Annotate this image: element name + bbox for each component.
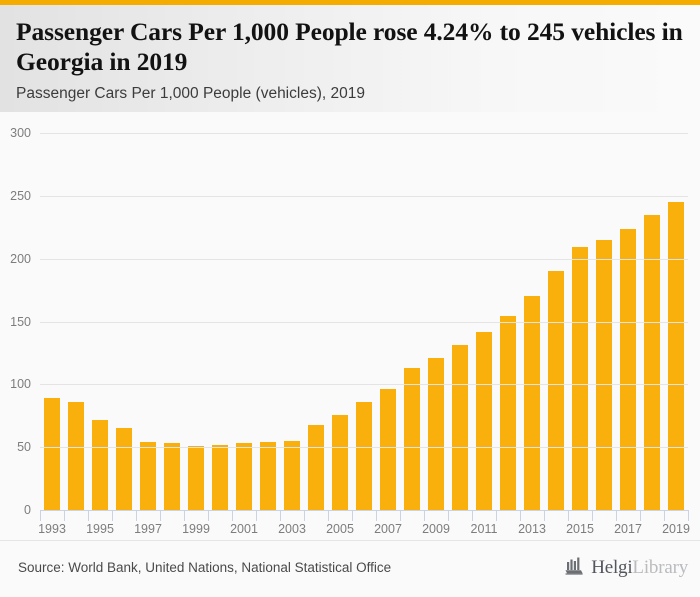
x-axis-tick-label: 2001: [230, 522, 258, 536]
y-axis-tick-label: 150: [10, 314, 31, 329]
x-axis-tick: [352, 510, 353, 521]
x-axis-tick: [136, 510, 137, 521]
bar[interactable]: [356, 401, 372, 510]
chart-header: Passenger Cars Per 1,000 People rose 4.2…: [0, 5, 700, 112]
top-accent-bar: [0, 0, 700, 5]
brand-secondary: Library: [632, 556, 688, 578]
y-axis-tick-label: 300: [10, 126, 31, 140]
x-axis-tick: [424, 510, 425, 521]
bar[interactable]: [620, 228, 636, 510]
bar[interactable]: [44, 398, 60, 510]
x-axis-tick: [232, 510, 233, 521]
x-axis-tick-label: 2011: [470, 522, 498, 536]
brand-text: HelgiLibrary: [591, 556, 688, 578]
x-axis-tick: [592, 510, 593, 521]
x-axis-tick-label: 2009: [422, 522, 450, 536]
x-axis-tick-label: 1993: [38, 522, 66, 536]
bar[interactable]: [236, 443, 252, 510]
source-note: Source: World Bank, United Nations, Nati…: [18, 560, 392, 575]
x-axis-tick: [64, 510, 65, 521]
x-axis-tick: [520, 510, 521, 521]
bar[interactable]: [212, 444, 228, 510]
bar[interactable]: [428, 357, 444, 510]
bar[interactable]: [596, 239, 612, 510]
bar-series: [40, 133, 688, 510]
x-axis-tick: [472, 510, 473, 521]
x-axis-tick-label: 2015: [566, 522, 594, 536]
x-axis-tick-label: 1997: [134, 522, 162, 536]
x-axis-tick: [184, 510, 185, 521]
bar[interactable]: [524, 296, 540, 510]
bar[interactable]: [500, 316, 516, 510]
bar[interactable]: [332, 414, 348, 510]
x-axis-tick: [616, 510, 617, 521]
y-axis-tick-label: 100: [10, 377, 31, 392]
x-axis-tick: [256, 510, 257, 521]
brand-logo[interactable]: HelgiLibrary: [564, 555, 688, 580]
x-axis-tick: [328, 510, 329, 521]
gridline: [40, 133, 688, 134]
bar[interactable]: [668, 202, 684, 510]
x-axis-tick-label: 1999: [182, 522, 210, 536]
page-title: Passenger Cars Per 1,000 People rose 4.2…: [16, 17, 683, 76]
bar[interactable]: [260, 442, 276, 510]
x-axis-tick-label: 2019: [662, 522, 690, 536]
bar[interactable]: [68, 401, 84, 510]
y-axis-tick-label: 0: [24, 503, 31, 517]
x-axis-tick: [40, 510, 41, 521]
x-axis-tick: [664, 510, 665, 521]
x-axis-tick-label: 2003: [278, 522, 306, 536]
bar[interactable]: [92, 419, 108, 510]
x-axis-tick-label: 2013: [518, 522, 546, 536]
bar[interactable]: [572, 247, 588, 510]
gridline: [40, 259, 688, 260]
gridline: [40, 322, 688, 323]
brand-primary: Helgi: [591, 556, 633, 578]
gridline: [40, 196, 688, 197]
x-axis-line: [40, 510, 688, 511]
x-axis-tick: [376, 510, 377, 521]
bar[interactable]: [116, 428, 132, 510]
chart-footer: Source: World Bank, United Nations, Nati…: [0, 540, 700, 597]
x-axis-tick-label: 2017: [614, 522, 642, 536]
x-axis-tick: [568, 510, 569, 521]
x-axis-tick: [304, 510, 305, 521]
bar[interactable]: [548, 271, 564, 510]
x-axis-tick: [688, 510, 689, 521]
bar[interactable]: [476, 331, 492, 510]
x-axis-tick-label: 1995: [86, 522, 114, 536]
x-axis-tick-label: 2007: [374, 522, 402, 536]
plot-wrapper: 0 50 100 150 200 250 300 1993 1995 1997 1999 2001 2…: [0, 112, 700, 540]
x-axis-tick: [88, 510, 89, 521]
plot-area: [40, 133, 688, 510]
bar[interactable]: [452, 345, 468, 510]
x-axis-tick: [112, 510, 113, 521]
y-axis-tick-label: 50: [17, 440, 31, 455]
bar[interactable]: [188, 445, 204, 510]
bar[interactable]: [644, 214, 660, 510]
x-axis-tick: [448, 510, 449, 521]
bar[interactable]: [284, 440, 300, 510]
bar[interactable]: [380, 389, 396, 510]
x-axis-tick: [544, 510, 545, 521]
x-axis-tick: [496, 510, 497, 521]
x-axis-tick: [208, 510, 209, 521]
gridline: [40, 447, 688, 448]
bar[interactable]: [308, 424, 324, 510]
x-axis-tick: [280, 510, 281, 521]
y-axis-tick-label: 200: [10, 251, 31, 266]
x-axis-tick: [400, 510, 401, 521]
bar[interactable]: [404, 368, 420, 510]
y-axis-tick-label: 250: [10, 188, 31, 203]
x-axis-tick-label: 2005: [326, 522, 354, 536]
bar[interactable]: [164, 443, 180, 510]
page-subtitle: Passenger Cars Per 1,000 People (vehicle…: [16, 85, 365, 102]
x-axis-tick: [640, 510, 641, 521]
bar[interactable]: [140, 442, 156, 510]
x-axis-tick: [160, 510, 161, 521]
chart-card: 0 50 100 150 200 250 300 1993 1995 1997 1999 2001 2…: [0, 112, 700, 540]
bar-chart-book-icon: [564, 555, 586, 580]
gridline: [40, 384, 688, 385]
